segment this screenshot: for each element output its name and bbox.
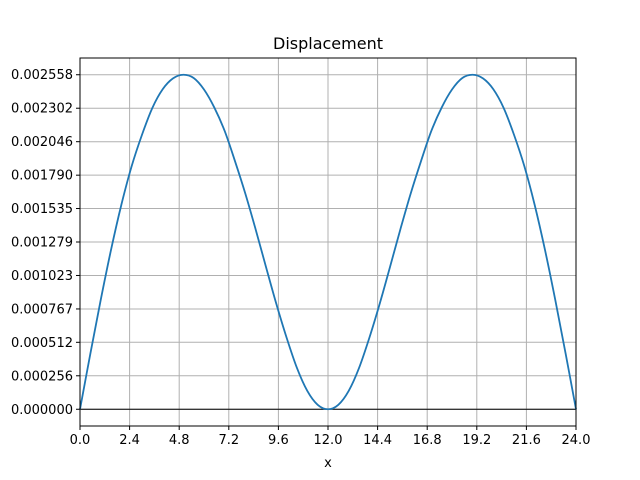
chart-title: Displacement — [273, 34, 383, 53]
series-layer — [79, 73, 577, 411]
x-tick-label: 24.0 — [562, 433, 591, 448]
y-tick-label: 0.001535 — [11, 202, 73, 217]
x-tick-label: 4.8 — [169, 433, 190, 448]
y-tick-label: 0.000256 — [11, 369, 73, 384]
series-line — [79, 73, 577, 411]
y-tick-label: 0.001790 — [11, 169, 73, 184]
x-tick-label: 0.0 — [70, 433, 91, 448]
x-tick-label: 16.8 — [413, 433, 442, 448]
y-axis-ticks: 0.000000 0.000256 0.000512 0.000767 0.001023… — [11, 68, 80, 418]
x-tick-label: 21.6 — [512, 433, 541, 448]
x-tick-label: 2.4 — [119, 433, 140, 448]
x-tick-label: 7.2 — [218, 433, 239, 448]
x-tick-label: 12.0 — [314, 433, 343, 448]
grid — [79, 58, 577, 426]
y-tick-label: 0.001023 — [11, 269, 73, 284]
y-tick-label: 0.000000 — [11, 403, 73, 418]
x-tick-label: 9.6 — [268, 433, 289, 448]
x-axis-label: x — [324, 456, 332, 471]
x-axis-ticks: 0.0 2.4 4.8 7.2 9.6 12.0 14.4 16.8 19.2 21.6 24.0 — [70, 426, 591, 448]
y-tick-label: 0.002302 — [11, 102, 73, 117]
y-tick-label: 0.002046 — [11, 135, 73, 150]
y-tick-label: 0.000512 — [11, 336, 73, 351]
y-tick-label: 0.001279 — [11, 236, 73, 251]
x-tick-label: 14.4 — [363, 433, 392, 448]
x-tick-label: 19.2 — [462, 433, 491, 448]
y-tick-label: 0.002558 — [11, 68, 73, 83]
y-tick-label: 0.000767 — [11, 302, 73, 317]
